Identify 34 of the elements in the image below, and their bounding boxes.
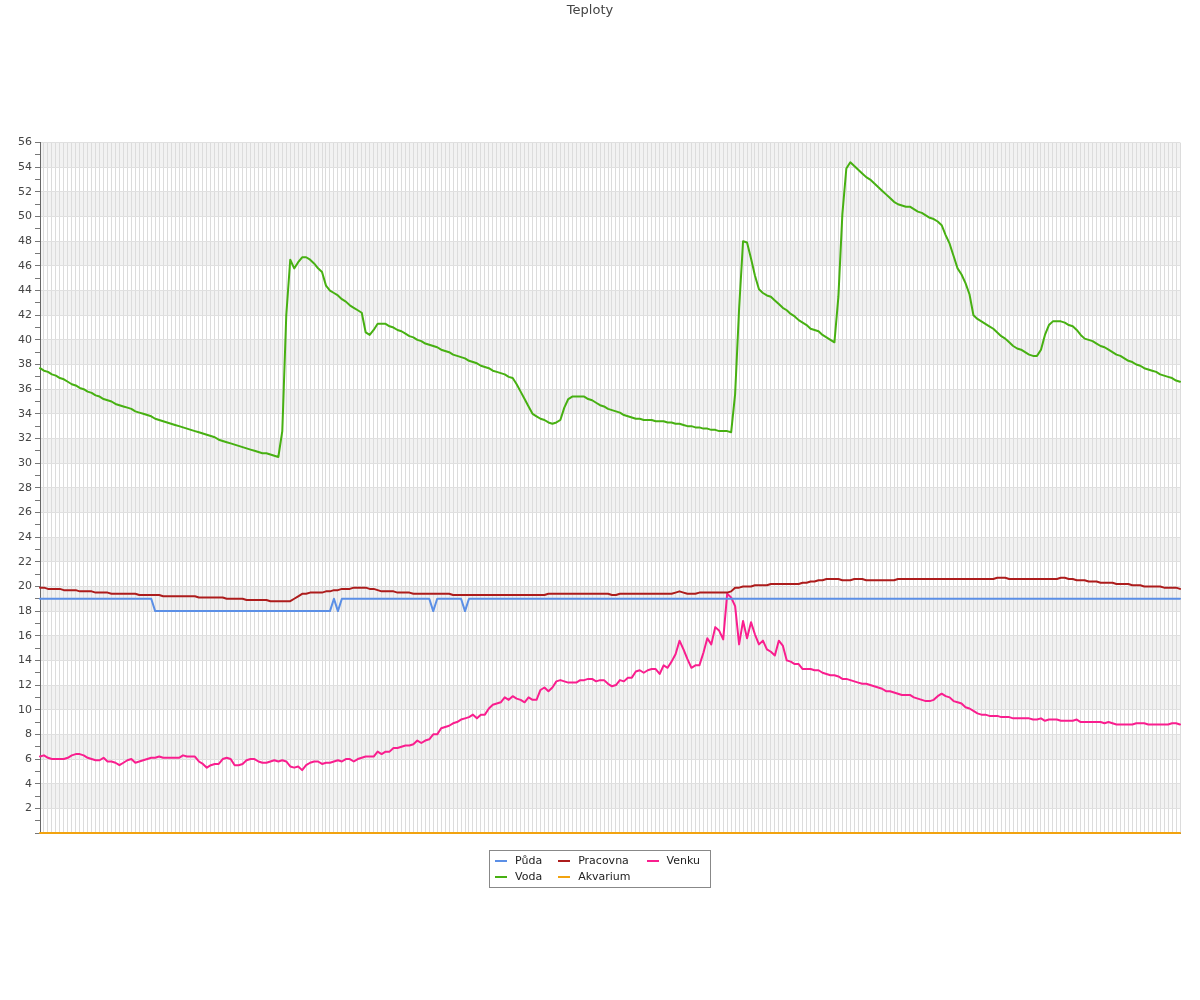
y-tick-label: 8 (25, 727, 32, 741)
y-tick-label: 20 (18, 579, 32, 593)
y-tick-label: 32 (18, 431, 32, 445)
y-tick-label: 46 (18, 258, 32, 272)
y-tick-label: 4 (25, 776, 32, 790)
y-tick-label: 16 (18, 628, 32, 642)
legend-label: Voda (515, 870, 543, 884)
chart-title: Teploty (565, 2, 614, 18)
y-tick-label: 40 (18, 332, 32, 346)
y-tick-label: 48 (18, 234, 32, 248)
legend-label: Venku (666, 854, 700, 868)
y-tick-label: 36 (18, 382, 32, 396)
legend-label: Pracovna (578, 854, 629, 868)
legend-label: Půda (515, 854, 543, 868)
y-tick-label: 18 (18, 603, 32, 617)
y-tick-label: 26 (18, 505, 32, 519)
y-tick-label: 24 (18, 529, 32, 543)
y-tick-label: 50 (18, 209, 32, 223)
y-tick-label: 12 (18, 677, 32, 691)
y-tick-label: 44 (18, 283, 32, 297)
y-tick-label: 14 (18, 653, 32, 667)
y-tick-label: 34 (18, 406, 32, 420)
y-tick-label: 56 (18, 135, 32, 149)
y-tick-label: 2 (25, 801, 32, 815)
y-tick-label: 22 (18, 554, 32, 568)
y-tick-label: 10 (18, 702, 32, 716)
y-tick-label: 30 (18, 456, 32, 469)
y-tick-label: 42 (18, 308, 32, 322)
y-tick-label: 28 (18, 480, 32, 494)
y-tick-label: 38 (18, 357, 32, 371)
y-tick-label: 52 (18, 184, 32, 198)
y-tick-label: 6 (25, 751, 32, 765)
legend-label: Akvarium (578, 870, 631, 884)
y-tick-label: 54 (18, 160, 32, 174)
